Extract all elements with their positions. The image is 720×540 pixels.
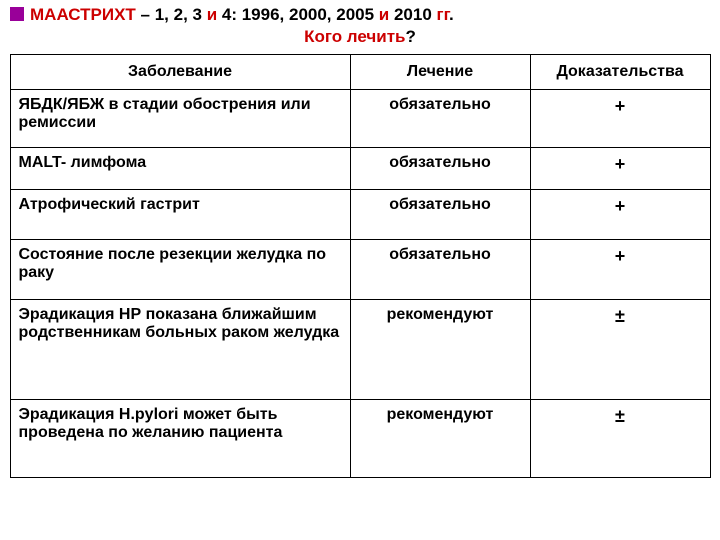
cell-disease: Атрофический гастрит <box>10 190 350 240</box>
title-text-a: МААСТРИХТ <box>30 5 136 24</box>
title-text-e: и <box>379 5 389 24</box>
cell-disease: MALT- лимфома <box>10 148 350 190</box>
title-text-b: – 1, 2, 3 <box>136 5 207 24</box>
cell-treatment: рекомендуют <box>350 400 530 478</box>
table-row: Эрадикация Н.pylori может быть проведена… <box>10 400 710 478</box>
table-row: MALT- лимфома обязательно + <box>10 148 710 190</box>
treatment-table: Заболевание Лечение Доказательства ЯБДК/… <box>10 54 711 478</box>
slide-header: МААСТРИХТ – 1, 2, 3 и 4: 1996, 2000, 200… <box>0 0 720 50</box>
cell-treatment: рекомендуют <box>350 300 530 400</box>
subtitle-a: Кого лечить <box>304 27 405 46</box>
title-text-d: 4: 1996, 2000, 2005 <box>217 5 379 24</box>
title-line-2: Кого лечить? <box>10 26 710 48</box>
header-disease: Заболевание <box>10 55 350 90</box>
cell-evidence: ± <box>530 300 710 400</box>
cell-evidence: + <box>530 148 710 190</box>
title-text-f: 2010 <box>389 5 436 24</box>
cell-treatment: обязательно <box>350 148 530 190</box>
cell-disease: Эрадикация Н.pylori может быть проведена… <box>10 400 350 478</box>
cell-treatment: обязательно <box>350 190 530 240</box>
title-text-h: . <box>449 5 454 24</box>
title-text-g: гг <box>437 5 449 24</box>
cell-evidence: ± <box>530 400 710 478</box>
cell-treatment: обязательно <box>350 90 530 148</box>
bullet-icon <box>10 7 24 21</box>
table-row: Состояние после резекции желудка по раку… <box>10 240 710 300</box>
table-row: ЯБДК/ЯБЖ в стадии обострения или ремисси… <box>10 90 710 148</box>
cell-evidence: + <box>530 190 710 240</box>
cell-disease: ЯБДК/ЯБЖ в стадии обострения или ремисси… <box>10 90 350 148</box>
table-row: Эрадикация НР показана ближайшим родстве… <box>10 300 710 400</box>
header-treatment: Лечение <box>350 55 530 90</box>
cell-disease: Эрадикация НР показана ближайшим родстве… <box>10 300 350 400</box>
table-row: Атрофический гастрит обязательно + <box>10 190 710 240</box>
title-text-c: и <box>207 5 217 24</box>
cell-disease: Состояние после резекции желудка по раку <box>10 240 350 300</box>
table-header-row: Заболевание Лечение Доказательства <box>10 55 710 90</box>
header-evidence: Доказательства <box>530 55 710 90</box>
cell-treatment: обязательно <box>350 240 530 300</box>
title-line-1: МААСТРИХТ – 1, 2, 3 и 4: 1996, 2000, 200… <box>30 4 454 26</box>
cell-evidence: + <box>530 240 710 300</box>
subtitle-b: ? <box>406 27 416 46</box>
cell-evidence: + <box>530 90 710 148</box>
